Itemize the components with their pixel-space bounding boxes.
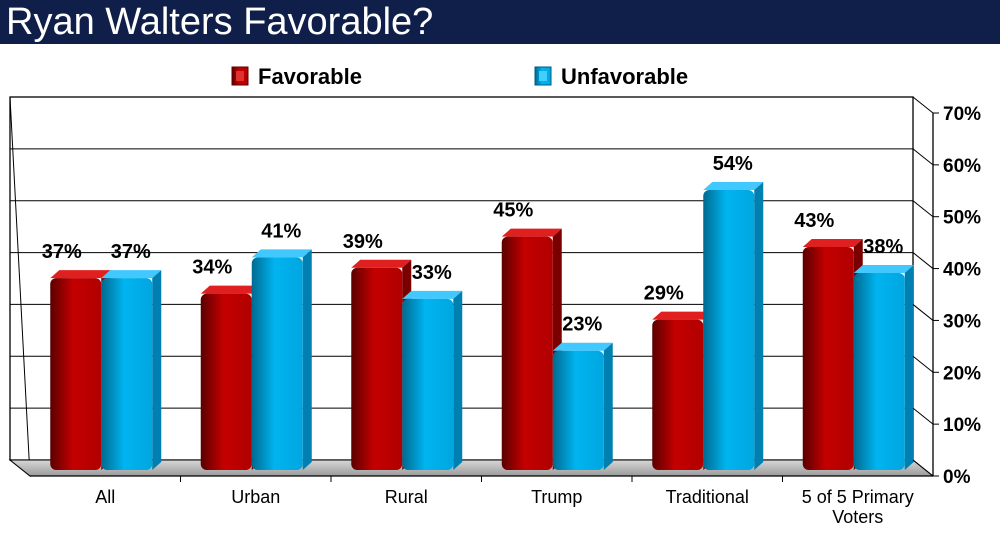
y-tick-connector <box>912 304 934 321</box>
y-tick-label: 60% <box>943 156 981 177</box>
x-tick-label: All <box>95 487 115 507</box>
bar-top-unfavorable <box>251 249 312 258</box>
bar-favorable <box>802 247 854 470</box>
bar-unfavorable <box>552 350 604 470</box>
x-tick-label: Rural <box>385 487 428 507</box>
bar-top-unfavorable <box>552 342 613 351</box>
data-label: 45% <box>493 200 533 222</box>
bar-unfavorable <box>251 257 303 470</box>
x-tick-label: Traditional <box>666 487 749 507</box>
legend-swatch-favorable-inner <box>236 71 244 81</box>
y-tick-connector <box>912 252 934 269</box>
bar-unfavorable <box>703 189 755 470</box>
bar-top-unfavorable <box>402 290 463 299</box>
bar-favorable <box>501 236 553 470</box>
y-tick-label: 40% <box>943 260 981 281</box>
data-label: 54% <box>713 153 753 175</box>
x-tick-label: Trump <box>531 487 582 507</box>
y-tick-connector <box>912 96 934 114</box>
legend-swatch-unfavorable-inner <box>539 71 547 81</box>
data-label: 43% <box>794 210 834 232</box>
bar-side-unfavorable <box>453 290 463 470</box>
data-label: 37% <box>111 241 151 263</box>
x-tick-label: 5 of 5 Primary <box>802 487 914 507</box>
data-label: 38% <box>863 236 903 258</box>
bar-unfavorable <box>101 278 153 470</box>
data-label: 33% <box>412 262 452 284</box>
legend-label-favorable: Favorable <box>258 64 362 89</box>
y-tick-label: 70% <box>943 104 981 125</box>
y-tick-connector <box>912 355 934 373</box>
data-label: 39% <box>343 231 383 253</box>
bar-side-unfavorable <box>152 270 162 470</box>
x-tick-label: Urban <box>231 487 280 507</box>
bar-favorable <box>200 293 252 470</box>
data-label: 29% <box>644 283 684 305</box>
y-tick-connector <box>912 407 934 425</box>
bar-side-unfavorable <box>603 342 613 470</box>
bar-top-unfavorable <box>101 270 162 279</box>
y-tick-connector <box>912 459 934 477</box>
y-tick-label: 50% <box>943 208 981 229</box>
chart-title: Ryan Walters Favorable? <box>6 1 434 43</box>
bar-top-favorable <box>501 228 562 237</box>
bar-favorable <box>351 267 403 470</box>
title-divider <box>0 44 1000 47</box>
data-label: 23% <box>562 314 602 336</box>
y-tick-label: 0% <box>943 467 971 488</box>
bar-side-unfavorable <box>302 249 312 470</box>
bar-side-unfavorable <box>754 181 764 470</box>
y-tick-label: 30% <box>943 311 981 332</box>
y-tick-label: 10% <box>943 415 981 436</box>
data-label: 34% <box>192 257 232 279</box>
bar-top-unfavorable <box>853 264 914 273</box>
bar-top-favorable <box>200 285 261 294</box>
bar-side-unfavorable <box>904 264 914 470</box>
y-tick-connector <box>912 200 934 218</box>
bar-top-favorable <box>50 270 111 279</box>
y-tick-label: 20% <box>943 363 981 384</box>
bar-top-favorable <box>351 259 412 268</box>
bar-top-favorable <box>802 239 863 248</box>
x-tick-label: Voters <box>832 507 883 527</box>
data-label: 37% <box>42 241 82 263</box>
bar-favorable <box>652 319 704 470</box>
y-tick-connector <box>912 148 934 166</box>
bar-top-unfavorable <box>703 181 764 190</box>
title-bar: Ryan Walters Favorable? <box>0 0 1000 44</box>
data-label: 41% <box>261 220 301 242</box>
bar-favorable <box>50 278 102 470</box>
bar-unfavorable <box>853 272 905 470</box>
legend-label-unfavorable: Unfavorable <box>561 64 688 89</box>
bar-top-favorable <box>652 311 713 320</box>
bar-unfavorable <box>402 298 454 470</box>
